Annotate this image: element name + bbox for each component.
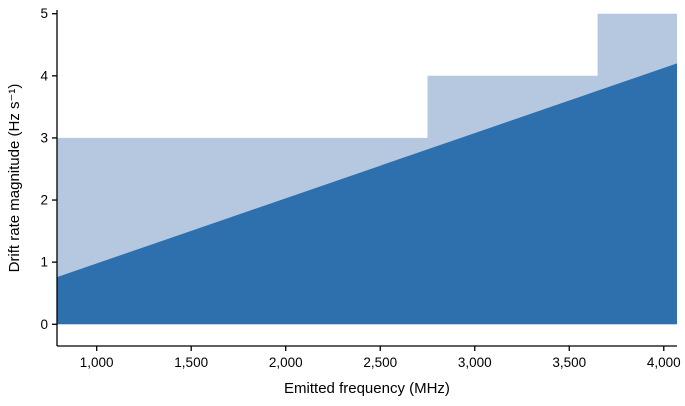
y-tick-label: 4	[40, 68, 48, 83]
plot-ticks	[52, 13, 665, 351]
y-tick-label: 5	[40, 6, 48, 21]
plot-regions	[57, 13, 677, 325]
plot-tick-labels: 1,000 1,500 2,000 2,500 3,000 3,500 4,000 0 1 2 3 4…	[40, 6, 680, 370]
plot-axes	[56, 10, 677, 347]
linear-drift-region	[57, 63, 677, 325]
x-tick-label: 3,500	[552, 355, 586, 370]
x-tick-label: 1,500	[174, 355, 208, 370]
y-tick-label: 0	[40, 317, 48, 332]
y-axis-title: Drift rate magnitude (Hz s⁻¹)	[6, 84, 23, 273]
x-tick-label: 4,000	[647, 355, 681, 370]
x-tick-label: 2,000	[269, 355, 303, 370]
x-tick-label: 2,500	[363, 355, 397, 370]
x-axis-title: Emitted frequency (MHz)	[284, 380, 450, 397]
y-tick-label: 3	[40, 130, 48, 145]
y-tick-label: 1	[40, 255, 48, 270]
y-tick-label: 2	[40, 193, 48, 208]
x-tick-label: 1,000	[80, 355, 114, 370]
x-tick-label: 3,000	[458, 355, 492, 370]
